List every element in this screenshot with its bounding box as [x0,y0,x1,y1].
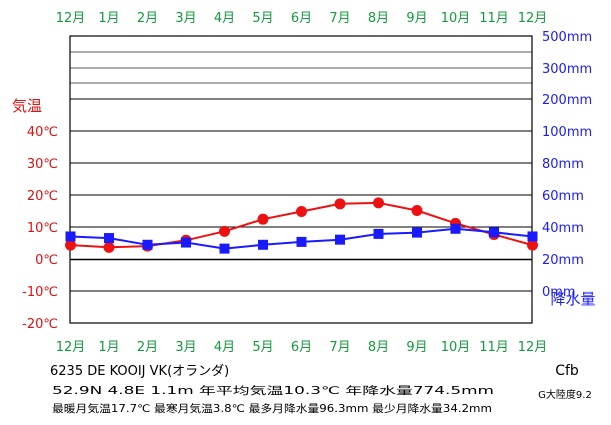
month-label: 7月 [329,340,350,355]
month-label: 10月 [441,11,471,26]
chart-grid [70,51,532,292]
temperature-point [334,198,346,210]
precipitation-point [489,227,499,238]
month-label: 3月 [175,11,196,26]
month-label: 1月 [98,11,119,26]
station-title: 6235 DE KOOIJ VK(オランダ) [50,364,229,379]
month-labels-top: 12月 1月 2月 3月 4月 5月 6月 7月 8月 9月 10月 11月 12月 [56,11,548,26]
precipitation-point [219,243,230,254]
precipitation-point [258,239,268,250]
temperature-tick-label: -10℃ [22,285,58,300]
precipitation-point [373,228,384,239]
temperature-point [296,206,307,217]
month-label: 11月 [479,340,509,355]
precipitation-point [335,234,345,245]
temperature-point [257,213,269,225]
temperature-tick-label: 40℃ [27,125,58,140]
precipitation-tick-label: 200mm [542,93,592,108]
month-labels-bottom: 12月 1月 2月 3月 4月 5月 6月 7月 8月 9月 10月 11月 12月 [56,340,548,355]
precipitation-point [450,223,461,234]
month-label: 12月 [518,11,548,26]
temperature-tick-labels: 40℃ 30℃ 20℃ 10℃ 0℃ -10℃ -20℃ [22,125,58,332]
precipitation-point [181,237,191,248]
month-label: 8月 [368,340,389,355]
temperature-tick-label: 10℃ [27,221,58,236]
month-label: 8月 [368,11,389,26]
month-label: 9月 [406,11,427,26]
precipitation-point [104,233,114,244]
precipitation-tick-label: 40mm [542,221,584,236]
month-label: 10月 [441,340,471,355]
month-label: 12月 [56,11,86,26]
temperature-tick-label: 30℃ [27,157,58,172]
month-label: 6月 [291,340,312,355]
month-label: 6月 [291,11,312,26]
precipitation-axis-label: 降水量 [550,290,595,308]
precipitation-tick-label: 80mm [542,157,584,172]
precipitation-point [142,239,153,250]
month-label: 4月 [214,11,235,26]
precipitation-point [527,231,538,242]
temperature-point [373,197,384,209]
station-info-line-1: 52.9N 4.8E 1.1m 年平均気温10.3℃ 年降水量774.5mm [52,384,494,397]
climate-class: Cfb [555,363,579,379]
temperature-point [65,239,76,251]
temperature-point [411,205,423,217]
month-label: 3月 [175,340,196,355]
month-label: 4月 [214,340,235,355]
precipitation-point [296,236,307,247]
month-label: 5月 [252,11,273,26]
temperature-point [103,241,115,253]
precipitation-tick-label: 100mm [542,125,592,140]
month-label: 2月 [137,340,158,355]
temperature-tick-label: 0℃ [35,253,58,268]
temperature-tick-label: -20℃ [22,317,58,332]
chart-series [65,197,538,254]
precipitation-tick-label: 300mm [542,62,592,77]
month-label: 11月 [479,11,509,26]
precipitation-point [412,227,422,238]
precipitation-tick-label: 20mm [542,253,584,268]
plot-frame [69,35,533,324]
month-label: 12月 [56,340,86,355]
station-info-line-2: 最暖月気温17.7℃ 最寒月気温3.8℃ 最多月降水量96.3mm 最少月降水量… [52,402,492,415]
temperature-point [527,239,538,251]
month-label: 5月 [252,340,273,355]
temperature-point [219,225,230,237]
month-label: 12月 [518,340,548,355]
precipitation-point [65,231,76,242]
month-label: 1月 [98,340,119,355]
continentality: G大陸度9.2 [538,388,592,401]
precipitation-tick-label: 60mm [542,189,584,204]
month-label: 2月 [137,11,158,26]
temperature-tick-label: 20℃ [27,189,58,204]
precipitation-tick-labels: 500mm 300mm 200mm 100mm 80mm 60mm 40mm 20mm 0mm [542,30,592,300]
month-label: 9月 [406,340,427,355]
precipitation-tick-label: 500mm [542,30,592,45]
month-label: 7月 [329,11,350,26]
temperature-axis-label: 気温 [12,97,42,115]
precipitation-tick-label: 0mm [542,285,576,300]
